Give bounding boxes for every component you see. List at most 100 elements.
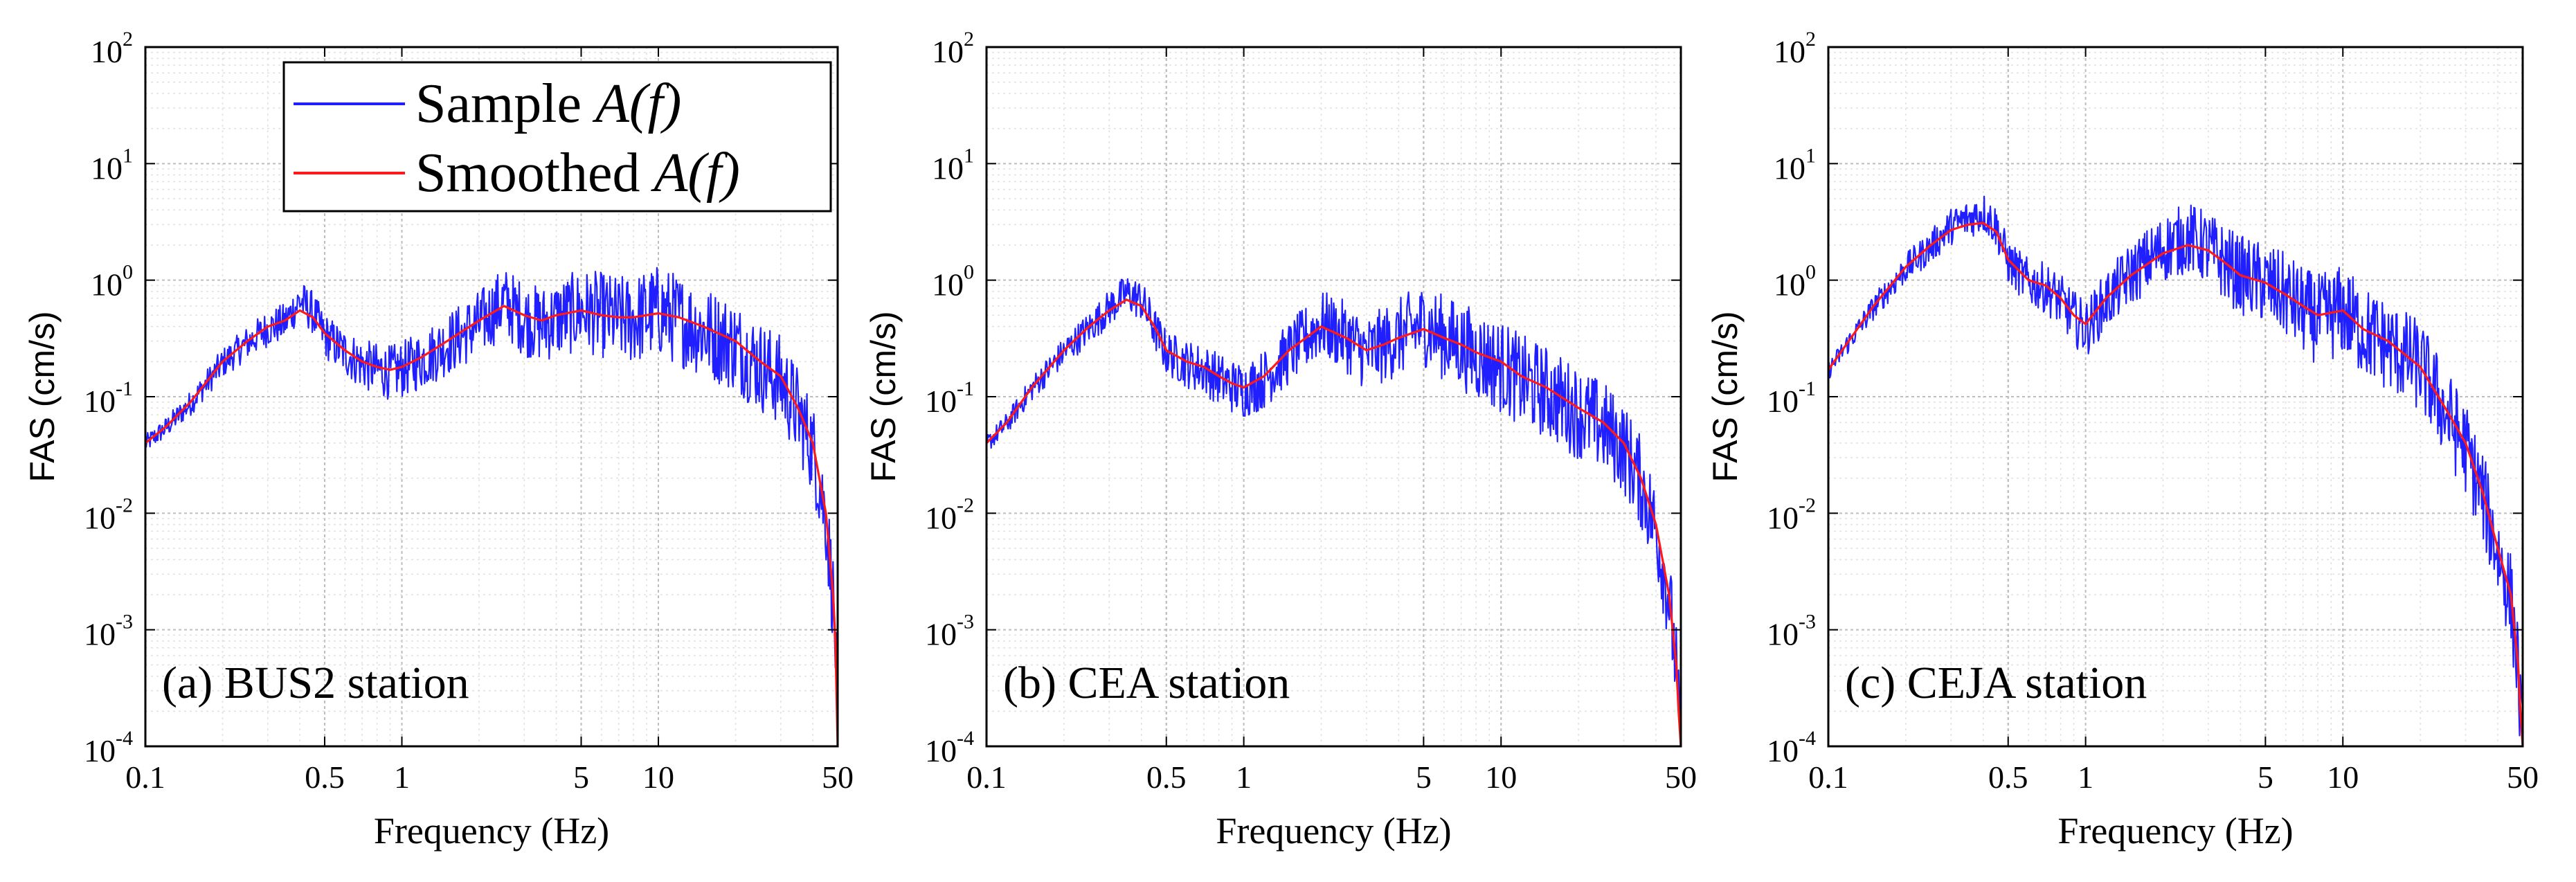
y-tick-base: 10 [1774,267,1805,303]
smoothed-series-line [985,298,1682,747]
x-axis-label: Frequency (Hz) [1216,810,1451,852]
chart-panel-1: 0.1 0.5 1 5 10 5010210110010-110-210-310-4Fre… [23,28,854,852]
x-tick-label: 50 [1665,759,1697,795]
y-tick-base: 10 [925,500,957,535]
x-tick-label: 1 [2078,759,2093,795]
chart-panel-2: 0.1 0.5 1 5 10 5010210110010-110-210-310-4Fre… [864,28,1697,852]
y-tick-base: 10 [91,34,123,69]
x-tick-label: 50 [2507,759,2539,795]
y-tick-base: 10 [84,733,116,768]
y-tick-base: 10 [932,150,964,186]
x-axis-label: Frequency (Hz) [2057,810,2293,852]
y-tick-label: 10-4 [84,727,133,768]
y-tick-label: 10-1 [84,377,133,419]
x-tick-label: 5 [1416,759,1432,795]
y-tick-exponent: -1 [116,377,133,400]
y-tick-exponent: 2 [964,28,974,51]
panel-label: (c) CEJA station [1845,658,2147,708]
y-tick-base: 10 [932,34,964,69]
y-tick-label: 10-4 [1767,727,1816,768]
y-tick-exponent: -4 [957,727,974,750]
y-tick-exponent: -3 [1799,611,1816,633]
x-tick-label: 0.5 [1988,759,2028,795]
y-tick-label: 102 [932,28,974,69]
legend-entry-label: Sample [415,73,595,134]
smoothed-series-line [145,305,839,747]
y-axis-label: FAS (cm/s) [864,311,903,482]
y-tick-exponent: 1 [123,144,133,167]
y-tick-exponent: 1 [964,144,974,167]
y-tick-label: 100 [932,261,974,303]
y-axis-label: FAS (cm/s) [23,311,62,482]
y-tick-label: 101 [91,144,133,186]
y-tick-exponent: 0 [964,261,974,284]
y-tick-exponent: -3 [957,611,974,633]
y-tick-base: 10 [91,267,123,303]
legend-entry-math: A(f) [650,143,739,204]
y-tick-label: 102 [1774,28,1816,69]
y-tick-base: 10 [1774,34,1805,69]
y-tick-exponent: -1 [957,377,974,400]
y-tick-label: 10-3 [1767,611,1816,652]
y-tick-label: 10-2 [1767,494,1816,535]
x-tick-label: 1 [1236,759,1252,795]
y-tick-base: 10 [91,150,123,186]
panel-label: (b) CEA station [1003,658,1290,708]
y-tick-base: 10 [84,500,116,535]
x-tick-label: 0.5 [305,759,345,795]
y-tick-label: 10-4 [925,727,974,768]
x-tick-label: 1 [394,759,410,795]
sample-series-line [985,278,1682,747]
x-tick-label: 5 [573,759,589,795]
y-tick-exponent: -1 [1799,377,1816,400]
y-tick-base: 10 [1767,384,1799,419]
x-tick-label: 0.1 [125,759,165,795]
legend: Sample A(f)Smoothed A(f) [282,61,832,213]
y-tick-base: 10 [932,267,964,303]
y-tick-base: 10 [1767,733,1799,768]
smoothed-series-line [1827,222,2524,747]
y-tick-base: 10 [1767,500,1799,535]
sample-series-line [1828,195,2524,737]
y-tick-base: 10 [925,384,957,419]
x-tick-label: 10 [642,759,674,795]
y-tick-base: 10 [84,384,116,419]
legend-entry-math: A(f) [592,73,681,134]
y-tick-label: 10-2 [925,494,974,535]
y-tick-base: 10 [925,617,957,652]
y-tick-exponent: 0 [123,261,133,284]
y-tick-exponent: 2 [1805,28,1816,51]
y-tick-exponent: 0 [1805,261,1816,284]
y-tick-label: 101 [932,144,974,186]
y-tick-exponent: -3 [116,611,133,633]
legend-entry-smoothed: Smoothed A(f) [415,143,740,204]
y-tick-label: 10-1 [1767,377,1816,419]
legend-entry-sample: Sample A(f) [415,73,681,134]
x-tick-label: 0.1 [966,759,1007,795]
legend-entry-label: Smoothed [415,143,654,204]
x-tick-label: 0.5 [1146,759,1187,795]
y-tick-label: 10-2 [84,494,133,535]
y-axis-label: FAS (cm/s) [1706,311,1745,482]
sample-series-line [144,267,839,708]
x-tick-label: 5 [2258,759,2273,795]
y-tick-base: 10 [1767,617,1799,652]
y-tick-exponent: 1 [1805,144,1816,167]
y-tick-label: 101 [1774,144,1816,186]
y-tick-exponent: 2 [123,28,133,51]
panel-label: (a) BUS2 station [162,658,469,708]
y-tick-base: 10 [1774,150,1805,186]
x-tick-label: 0.1 [1808,759,1848,795]
plot-area [1828,47,2523,746]
x-tick-label: 10 [1485,759,1517,795]
y-tick-base: 10 [925,733,957,768]
y-tick-exponent: -2 [116,494,133,516]
y-tick-label: 10-3 [925,611,974,652]
y-tick-label: 102 [91,28,133,69]
y-tick-label: 10-1 [925,377,974,419]
legend-box [282,61,832,213]
y-tick-exponent: -4 [116,727,133,750]
x-tick-label: 10 [2327,759,2359,795]
y-tick-exponent: -2 [1799,494,1816,516]
